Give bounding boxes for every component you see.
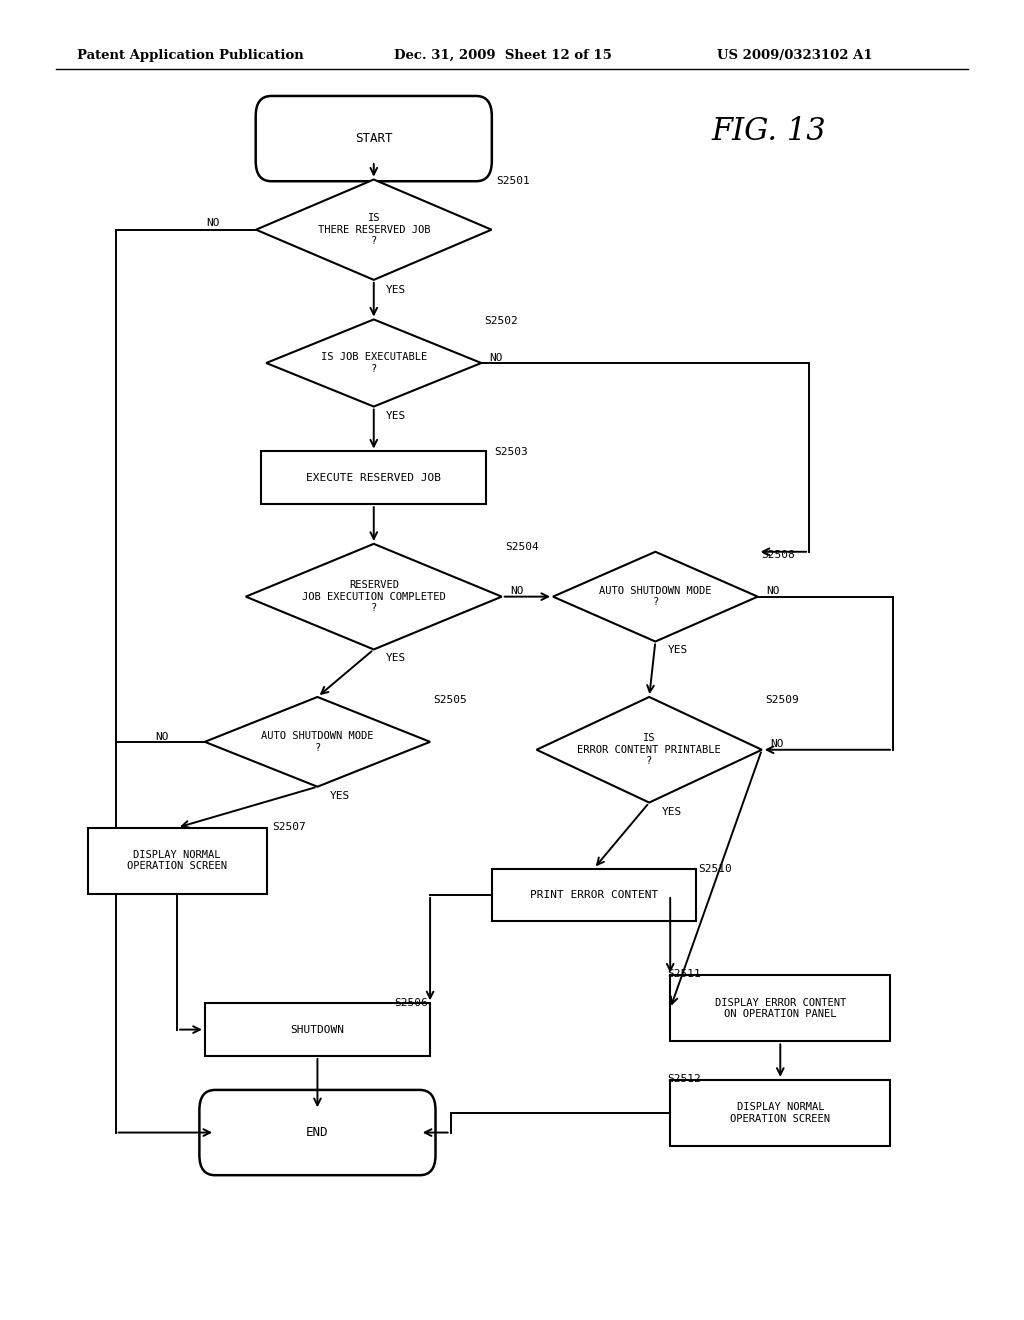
Text: Dec. 31, 2009  Sheet 12 of 15: Dec. 31, 2009 Sheet 12 of 15 — [394, 49, 612, 62]
Text: EXECUTE RESERVED JOB: EXECUTE RESERVED JOB — [306, 473, 441, 483]
Text: S2512: S2512 — [668, 1073, 701, 1084]
Polygon shape — [537, 697, 762, 803]
FancyBboxPatch shape — [200, 1090, 435, 1175]
Bar — [492, 869, 696, 921]
Text: IS
THERE RESERVED JOB
?: IS THERE RESERVED JOB ? — [317, 213, 430, 247]
Text: YES: YES — [668, 645, 688, 656]
Text: RESERVED
JOB EXECUTION COMPLETED
?: RESERVED JOB EXECUTION COMPLETED ? — [302, 579, 445, 614]
Text: NO: NO — [156, 731, 169, 742]
Text: YES: YES — [386, 285, 407, 296]
Text: Patent Application Publication: Patent Application Publication — [77, 49, 303, 62]
Text: END: END — [306, 1126, 329, 1139]
Text: FIG. 13: FIG. 13 — [712, 116, 826, 148]
Text: START: START — [355, 132, 392, 145]
Text: YES: YES — [386, 653, 407, 664]
Polygon shape — [246, 544, 502, 649]
FancyBboxPatch shape — [256, 96, 492, 181]
Bar — [670, 1080, 890, 1146]
Text: S2508: S2508 — [761, 549, 795, 560]
Text: S2511: S2511 — [668, 969, 701, 979]
Bar — [205, 1003, 430, 1056]
Text: NO: NO — [489, 352, 503, 363]
Text: NO: NO — [766, 586, 779, 597]
Text: S2507: S2507 — [272, 821, 306, 832]
Text: S2502: S2502 — [484, 315, 518, 326]
Text: NO: NO — [207, 218, 220, 228]
Text: PRINT ERROR CONTENT: PRINT ERROR CONTENT — [529, 890, 658, 900]
Text: YES: YES — [330, 791, 350, 801]
Text: S2509: S2509 — [765, 694, 799, 705]
Polygon shape — [256, 180, 492, 280]
Bar — [670, 975, 890, 1041]
Text: S2503: S2503 — [495, 446, 528, 457]
Text: S2505: S2505 — [433, 694, 467, 705]
Text: IS
ERROR CONTENT PRINTABLE
?: IS ERROR CONTENT PRINTABLE ? — [578, 733, 721, 767]
Text: S2501: S2501 — [497, 176, 530, 186]
Text: IS JOB EXECUTABLE
?: IS JOB EXECUTABLE ? — [321, 352, 427, 374]
Text: DISPLAY ERROR CONTENT
ON OPERATION PANEL: DISPLAY ERROR CONTENT ON OPERATION PANEL — [715, 998, 846, 1019]
Text: YES: YES — [662, 807, 682, 817]
Text: NO: NO — [770, 739, 783, 750]
Text: DISPLAY NORMAL
OPERATION SCREEN: DISPLAY NORMAL OPERATION SCREEN — [127, 850, 227, 871]
Bar — [87, 828, 266, 894]
Text: SHUTDOWN: SHUTDOWN — [291, 1024, 344, 1035]
Text: US 2009/0323102 A1: US 2009/0323102 A1 — [717, 49, 872, 62]
Text: YES: YES — [386, 411, 407, 421]
Polygon shape — [205, 697, 430, 787]
Bar — [261, 451, 486, 504]
Text: NO: NO — [510, 586, 523, 597]
Text: DISPLAY NORMAL
OPERATION SCREEN: DISPLAY NORMAL OPERATION SCREEN — [730, 1102, 830, 1123]
Text: AUTO SHUTDOWN MODE
?: AUTO SHUTDOWN MODE ? — [599, 586, 712, 607]
Text: S2504: S2504 — [505, 541, 539, 552]
Polygon shape — [553, 552, 758, 642]
Text: AUTO SHUTDOWN MODE
?: AUTO SHUTDOWN MODE ? — [261, 731, 374, 752]
Text: S2506: S2506 — [394, 998, 428, 1008]
Polygon shape — [266, 319, 481, 407]
Text: S2510: S2510 — [698, 863, 732, 874]
